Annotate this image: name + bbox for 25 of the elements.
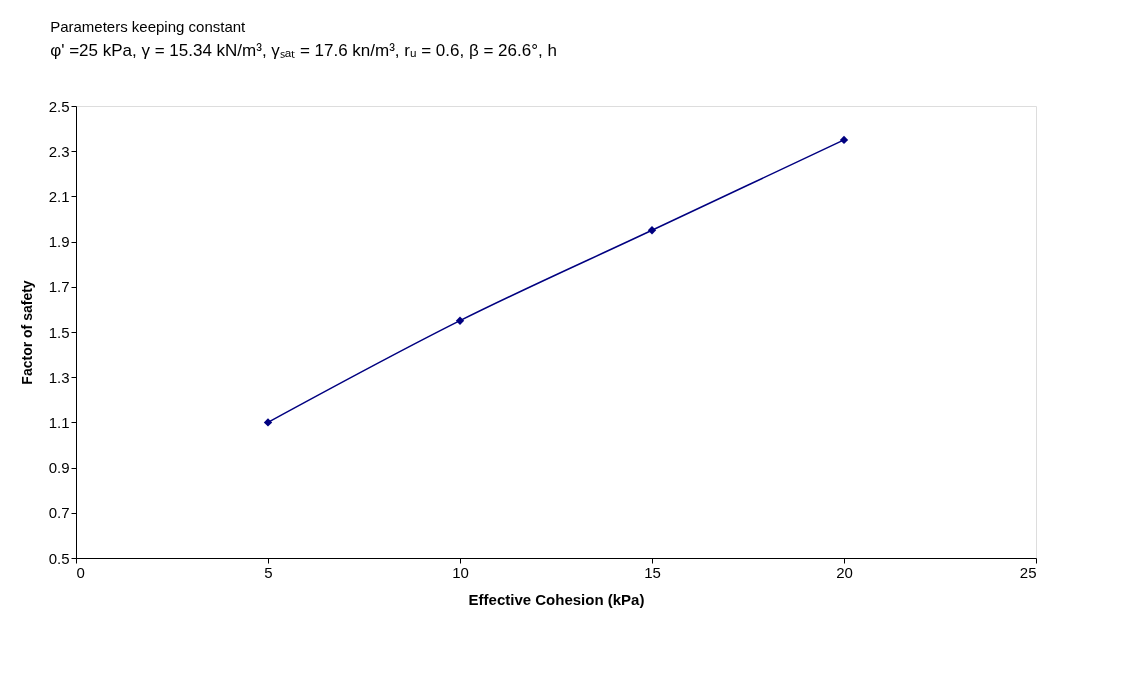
y-tick-label: 1.5 (48, 323, 70, 341)
y-tick-label: 2.1 (48, 187, 70, 205)
x-tick-label: 15 (644, 563, 661, 581)
x-tick-label: 20 (836, 563, 853, 581)
x-tick-label: 5 (264, 563, 273, 581)
x-tick-label: 10 (452, 563, 469, 581)
point (263, 418, 273, 427)
x-tick-label: 25 (1019, 563, 1037, 581)
point (647, 226, 657, 235)
x-axis-title: Effective Cohesion (kPa) (468, 590, 645, 608)
y-tick-label: 1.1 (48, 413, 70, 431)
point (455, 316, 465, 325)
y-tick-label: 1.3 (48, 368, 70, 386)
chart-title: Parameters keeping constant (50, 18, 247, 35)
y-tick-label: 2.3 (48, 142, 70, 160)
chart-subtitle: φ' =25 kPa, γ = 15.34 kN/m³, γₛₐₜ = 17.6 kn/m³, rᵤ = 0.6, β = 26.6°, h (50, 41, 557, 60)
y-tick-label: 0.5 (48, 549, 70, 567)
point (839, 135, 849, 145)
y-tick-label: 2.5 (48, 97, 70, 115)
y-tick-label: 0.9 (48, 459, 70, 477)
y-tick-label: 0.7 (48, 504, 70, 522)
y-tick-label: 1.7 (48, 278, 70, 296)
y-tick-label: 1.9 (48, 233, 70, 251)
y-axis-title: Factor of safety (18, 280, 35, 385)
x-tick-label: 0 (76, 563, 85, 581)
